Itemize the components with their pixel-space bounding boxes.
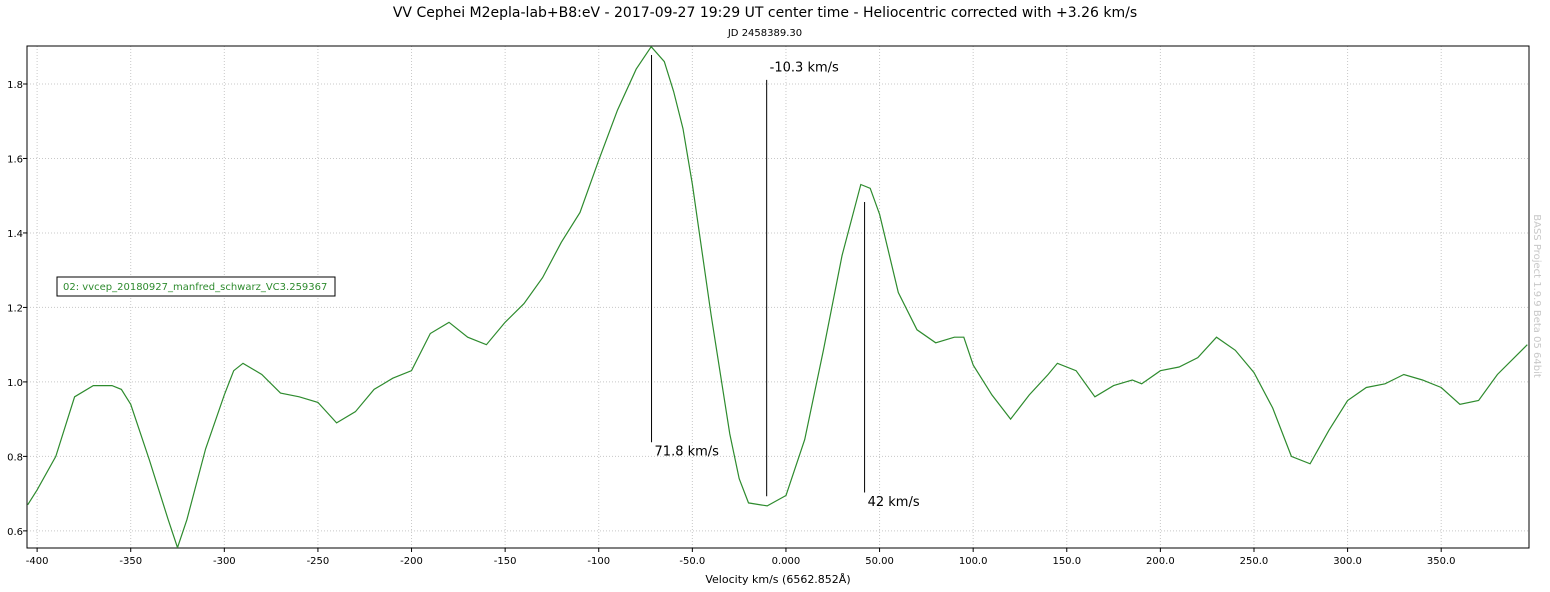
- y-tick-label: 1.4: [7, 229, 23, 240]
- y-tick-label: 1.8: [7, 80, 23, 91]
- legend-label: 02: vvcep_20180927_manfred_schwarz_VC3.2…: [63, 282, 327, 293]
- x-axis-label: Velocity km/s (6562.852Å): [705, 573, 850, 586]
- x-tick-label: -200: [400, 556, 423, 567]
- x-tick-label: 150.0: [1052, 556, 1081, 567]
- x-tick-label: 250.0: [1240, 556, 1269, 567]
- y-tick-label: 0.8: [7, 452, 23, 463]
- chart-title: VV Cephei M2epla-lab+B8:eV - 2017-09-27 …: [393, 5, 1137, 21]
- x-tick-label: -100: [587, 556, 610, 567]
- x-tick-label: -250: [307, 556, 330, 567]
- annotation-label: -10.3 km/s: [770, 60, 839, 75]
- x-tick-label: -300: [213, 556, 236, 567]
- watermark: BASS Project 1.9.9 Beta 05 64bit: [1531, 214, 1542, 378]
- y-tick-label: 1.6: [7, 154, 23, 165]
- plot-frame: [26, 45, 1530, 549]
- x-tick-label: -400: [26, 556, 49, 567]
- x-tick-label: 50.00: [865, 556, 894, 567]
- annotation-label: 71.8 km/s: [655, 445, 720, 460]
- x-tick-label: 350.0: [1427, 556, 1456, 567]
- annotation-label: 42 km/s: [868, 495, 920, 510]
- y-tick-label: 1.0: [7, 378, 23, 389]
- chart-subtitle: JD 2458389.30: [727, 28, 802, 39]
- x-tick-label: -150: [494, 556, 517, 567]
- y-tick-label: 1.2: [7, 303, 23, 314]
- legend-box: [56, 276, 336, 297]
- x-tick-label: 0.000: [772, 556, 801, 567]
- x-tick-label: -350: [119, 556, 142, 567]
- spectrum-line: [27, 46, 1528, 548]
- y-tick-label: 0.6: [7, 527, 23, 538]
- x-tick-label: -50.0: [679, 556, 705, 567]
- x-tick-label: 100.0: [959, 556, 988, 567]
- x-tick-label: 300.0: [1333, 556, 1362, 567]
- x-tick-label: 200.0: [1146, 556, 1175, 567]
